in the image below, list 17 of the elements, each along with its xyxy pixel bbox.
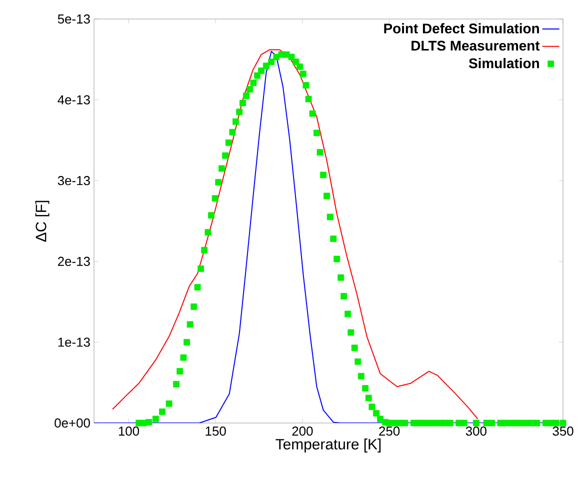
y-axis-title: ΔC [F] (35, 200, 50, 242)
y-tick-label: 0e+00 (54, 418, 90, 428)
x-tick-label: 150 (206, 426, 226, 436)
legend-label: Point Defect Simulation (384, 23, 539, 34)
y-tick-label: 2e-13 (58, 256, 90, 266)
y-tick-label: 3e-13 (58, 176, 90, 186)
legend-label: DLTS Measurement (412, 40, 540, 51)
x-axis-title: Temperature [K] (276, 438, 381, 452)
x-tick-label: 200 (292, 426, 313, 436)
x-tick-label: 100 (118, 426, 140, 436)
y-tick-label: 1e-13 (58, 338, 90, 347)
x-tick-label: 250 (379, 426, 400, 436)
legend-label: Simulation (468, 58, 539, 68)
x-tick-label: 350 (552, 426, 574, 436)
y-tick-label: 5e-13 (58, 14, 90, 24)
y-tick-label: 4e-13 (58, 95, 90, 104)
x-tick-label: 300 (466, 426, 486, 436)
